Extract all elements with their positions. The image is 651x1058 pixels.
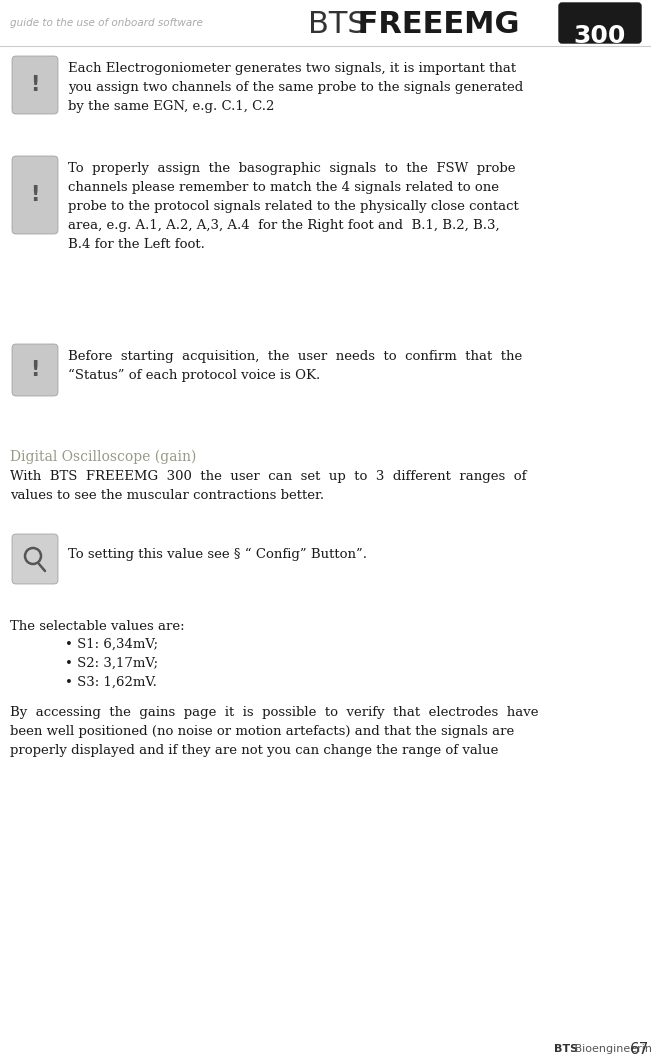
Text: • S2: 3,17mV;: • S2: 3,17mV; <box>65 657 158 670</box>
Text: 67: 67 <box>630 1042 650 1057</box>
Text: By  accessing  the  gains  page  it  is  possible  to  verify  that  electrodes : By accessing the gains page it is possib… <box>10 706 538 758</box>
Text: Bioengineering: Bioengineering <box>571 1044 651 1054</box>
Text: Digital Oscilloscope (gain): Digital Oscilloscope (gain) <box>10 450 197 464</box>
Text: FREEEMG: FREEEMG <box>347 10 519 39</box>
FancyBboxPatch shape <box>12 344 58 396</box>
Text: • S3: 1,62mV.: • S3: 1,62mV. <box>65 676 157 689</box>
Text: • S1: 6,34mV;: • S1: 6,34mV; <box>65 638 158 651</box>
FancyBboxPatch shape <box>12 156 58 234</box>
Text: To  properly  assign  the  basographic  signals  to  the  FSW  probe
channels pl: To properly assign the basographic signa… <box>68 162 519 251</box>
FancyBboxPatch shape <box>559 3 641 43</box>
Text: Each Electrogoniometer generates two signals, it is important that
you assign tw: Each Electrogoniometer generates two sig… <box>68 62 523 113</box>
Text: With  BTS  FREEEMG  300  the  user  can  set  up  to  3  different  ranges  of
v: With BTS FREEEMG 300 the user can set up… <box>10 470 527 501</box>
Text: 300: 300 <box>574 24 626 48</box>
Text: BTS: BTS <box>308 10 367 39</box>
Text: !: ! <box>31 360 40 380</box>
Text: Before  starting  acquisition,  the  user  needs  to  confirm  that  the
“Status: Before starting acquisition, the user ne… <box>68 350 522 382</box>
Text: guide to the use of onboard software: guide to the use of onboard software <box>10 18 203 28</box>
FancyBboxPatch shape <box>12 534 58 584</box>
Text: The selectable values are:: The selectable values are: <box>10 620 185 633</box>
Text: To setting this value see § “ Config” Button”.: To setting this value see § “ Config” Bu… <box>68 548 367 561</box>
Text: BTS: BTS <box>554 1044 578 1054</box>
Text: !: ! <box>31 75 40 95</box>
Text: !: ! <box>31 185 40 205</box>
FancyBboxPatch shape <box>12 56 58 114</box>
